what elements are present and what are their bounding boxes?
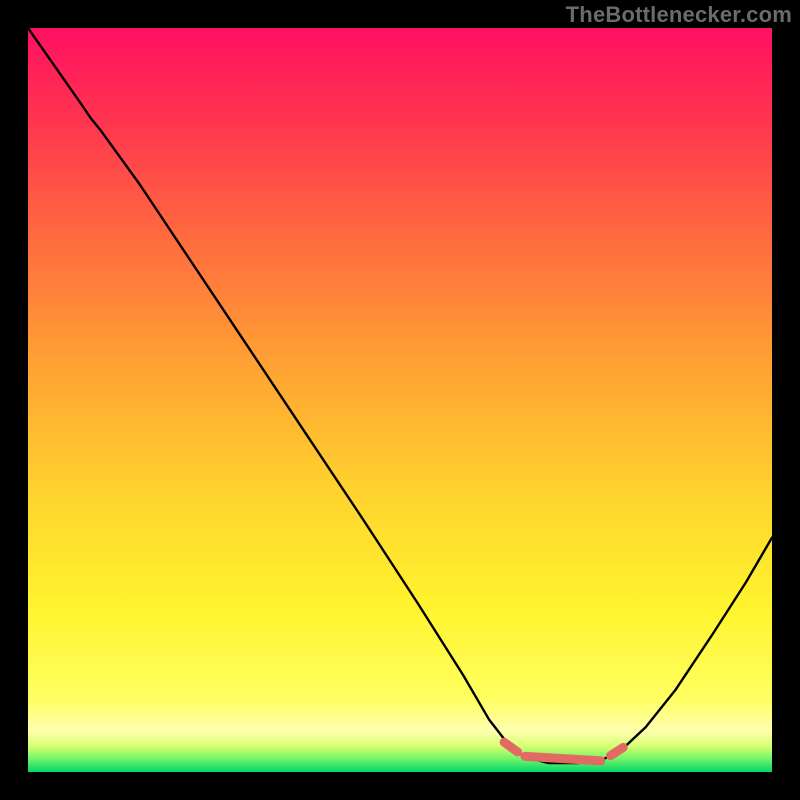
watermark-label: TheBottlenecker.com — [566, 2, 792, 28]
bottleneck-chart — [0, 0, 800, 800]
highlight-segment — [525, 756, 601, 760]
plot-background — [28, 28, 772, 772]
chart-container: TheBottlenecker.com — [0, 0, 800, 800]
